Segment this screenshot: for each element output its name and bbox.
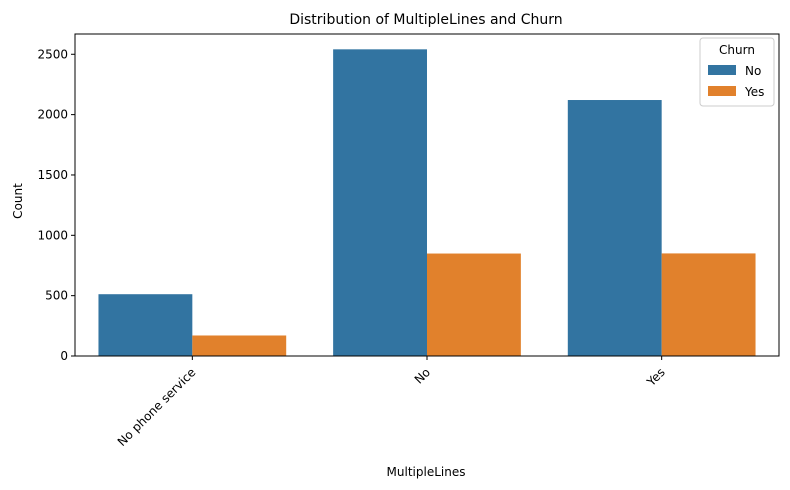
x-axis: No phone service No Yes	[115, 356, 668, 449]
x-tick-label: No	[412, 365, 433, 386]
y-tick-label: 1000	[37, 228, 68, 242]
bar-yes-no	[427, 253, 521, 356]
x-tick-label: No phone service	[115, 365, 199, 449]
bar-no-yes	[567, 100, 662, 356]
bar-yes-no-phone-service	[192, 335, 287, 356]
y-axis-label: Count	[11, 183, 25, 219]
legend-title: Churn	[719, 43, 755, 57]
y-tick-label: 0	[60, 349, 68, 363]
y-tick-label: 2500	[37, 47, 68, 61]
legend-entry-label: Yes	[744, 85, 764, 99]
x-axis-label: MultipleLines	[387, 465, 466, 479]
bar-yes-yes	[661, 253, 756, 356]
bar-no-no-phone-service	[98, 294, 193, 356]
y-tick-label: 1500	[37, 168, 68, 182]
legend-swatch	[708, 86, 736, 96]
x-tick-label: Yes	[643, 365, 667, 389]
y-tick-label: 500	[45, 289, 68, 303]
legend: Churn No Yes	[699, 37, 775, 107]
y-tick-label: 2000	[37, 108, 68, 122]
legend-entry-label: No	[745, 64, 761, 78]
legend-swatch	[708, 65, 736, 75]
chart-title: Distribution of MultipleLines and Churn	[289, 12, 562, 28]
plot-area	[74, 33, 780, 357]
bar-no-no	[333, 49, 427, 357]
y-axis: 0 500 1000 1500 2000 2500	[37, 47, 75, 363]
